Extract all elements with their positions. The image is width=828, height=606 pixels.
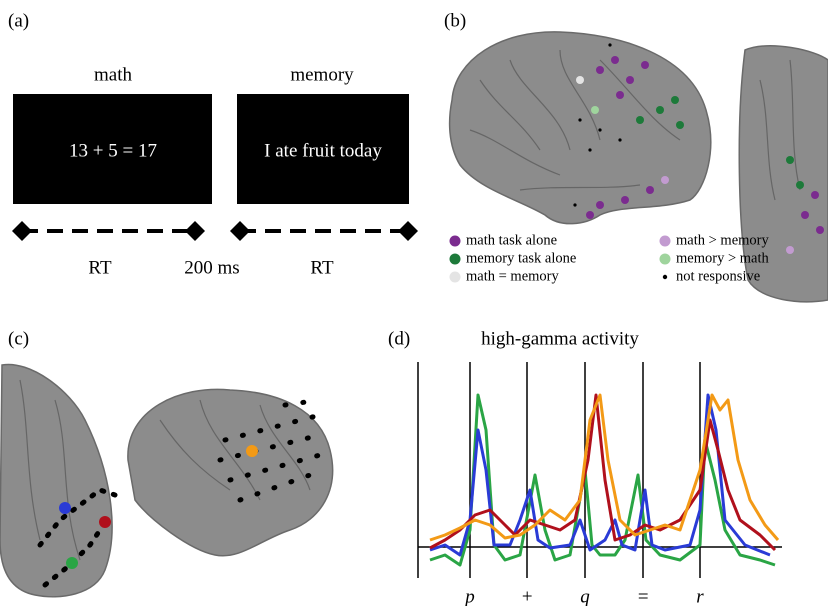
chart-title: high-gamma activity <box>481 328 639 349</box>
legend-swatch <box>450 236 461 247</box>
x-label: = <box>637 586 650 606</box>
brain-top-c <box>0 364 115 596</box>
screen-text: 13 + 5 = 17 <box>69 140 157 161</box>
x-label: + <box>521 586 534 606</box>
screen-text: I ate fruit today <box>264 140 382 161</box>
timeline <box>12 221 418 241</box>
legend-label: math > memory <box>676 232 769 248</box>
panel-label: (a) <box>8 10 29 31</box>
legend-label: memory > math <box>676 250 769 266</box>
figure: (a) math 13 + 5 = 17 memory I ate fruit … <box>0 0 828 606</box>
legend-swatch <box>660 236 671 247</box>
legend-swatch <box>663 275 667 279</box>
legend-swatch <box>660 254 671 265</box>
timeline-label: RT <box>88 257 112 278</box>
page: (a) math 13 + 5 = 17 memory I ate fruit … <box>0 0 828 606</box>
panel-label: (b) <box>444 10 466 31</box>
legend-label: math = memory <box>466 268 559 284</box>
timeline-label: 200 ms <box>184 257 239 278</box>
panel-label: (d) <box>388 328 410 349</box>
screen-title: math <box>94 64 132 85</box>
x-label: r <box>696 586 704 606</box>
x-label: p <box>463 586 475 606</box>
legend-swatch <box>450 272 461 283</box>
legend-label: memory task alone <box>466 250 576 266</box>
timeline-label: RT <box>310 257 334 278</box>
screen-title: memory <box>290 64 354 85</box>
legend: math task alone math > memory memory task … <box>450 232 770 284</box>
panel-label: (c) <box>8 328 29 349</box>
brain-lateral-c <box>128 389 333 555</box>
brain-lateral <box>450 32 711 224</box>
legend-swatch <box>450 254 461 265</box>
x-label: q <box>580 586 590 606</box>
legend-label: math task alone <box>466 232 557 248</box>
legend-label: not responsive <box>676 268 760 284</box>
traces <box>430 395 778 565</box>
